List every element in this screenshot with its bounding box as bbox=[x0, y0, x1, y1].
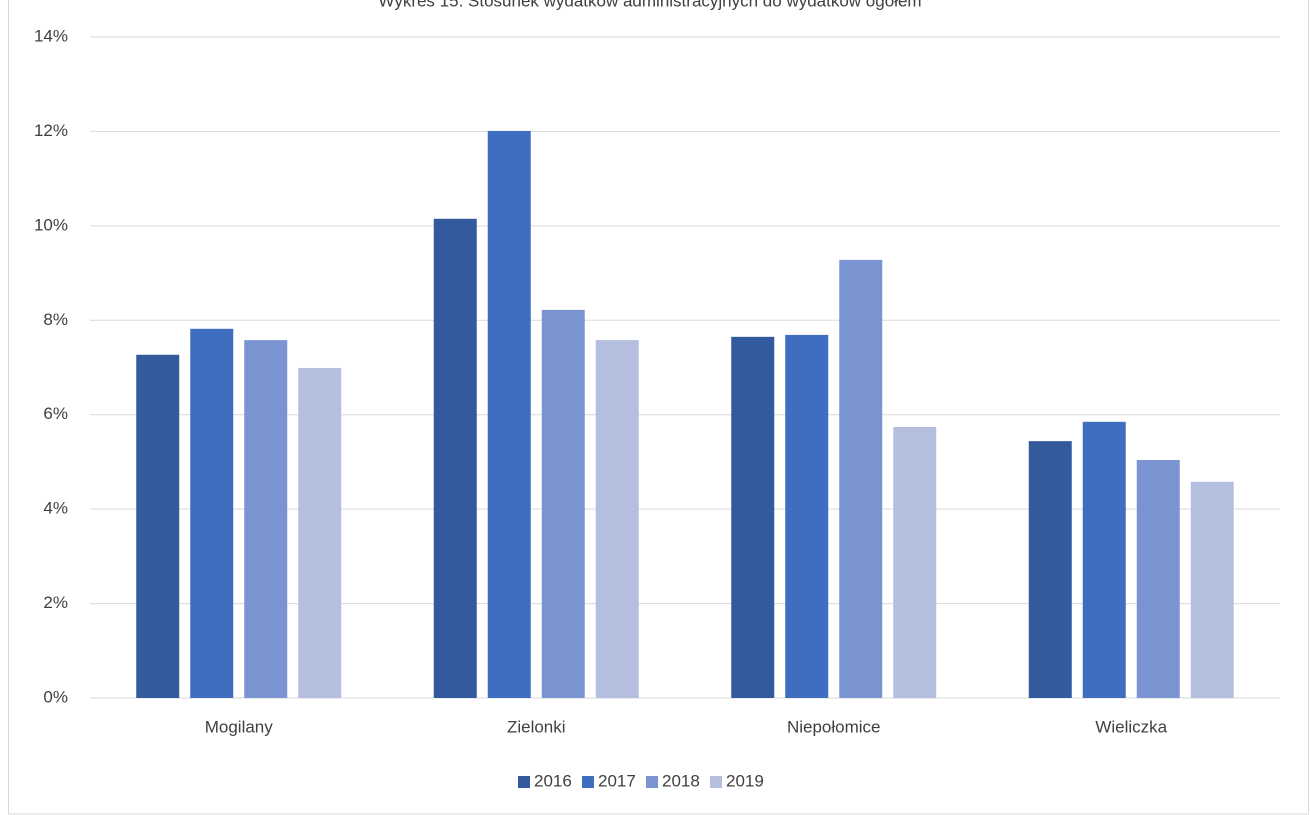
y-tick-label: 6% bbox=[43, 404, 68, 423]
bar bbox=[1136, 460, 1180, 698]
bar bbox=[487, 130, 531, 698]
bar bbox=[190, 328, 234, 698]
legend-label: 2019 bbox=[726, 771, 764, 790]
legend-swatch bbox=[710, 776, 722, 788]
x-tick-label: Wieliczka bbox=[1095, 717, 1167, 736]
legend-swatch bbox=[646, 776, 658, 788]
x-tick-label: Mogilany bbox=[205, 717, 274, 736]
bar bbox=[433, 218, 477, 698]
y-tick-label: 0% bbox=[43, 687, 68, 706]
x-tick-label: Niepołomice bbox=[787, 717, 881, 736]
legend-label: 2018 bbox=[662, 771, 700, 790]
y-tick-label: 4% bbox=[43, 499, 68, 518]
y-tick-label: 14% bbox=[34, 26, 68, 45]
bar bbox=[893, 426, 937, 698]
y-tick-label: 10% bbox=[34, 215, 68, 234]
bar bbox=[731, 336, 775, 698]
bar bbox=[595, 340, 639, 698]
legend-label: 2016 bbox=[534, 771, 572, 790]
bar bbox=[1028, 441, 1072, 698]
bar bbox=[1082, 421, 1126, 698]
bar bbox=[839, 259, 883, 698]
legend-label: 2017 bbox=[598, 771, 636, 790]
bar bbox=[785, 334, 829, 698]
y-tick-label: 2% bbox=[43, 593, 68, 612]
bar bbox=[298, 367, 342, 698]
bar bbox=[136, 354, 180, 698]
legend-swatch bbox=[582, 776, 594, 788]
legend-swatch bbox=[518, 776, 530, 788]
bar bbox=[541, 309, 585, 698]
chart-title: Wykres 15. Stosunek wydatków administrac… bbox=[378, 0, 921, 10]
y-tick-label: 8% bbox=[43, 310, 68, 329]
bar bbox=[1190, 481, 1234, 698]
bar bbox=[244, 340, 288, 698]
y-tick-label: 12% bbox=[34, 121, 68, 140]
x-tick-label: Zielonki bbox=[507, 717, 566, 736]
